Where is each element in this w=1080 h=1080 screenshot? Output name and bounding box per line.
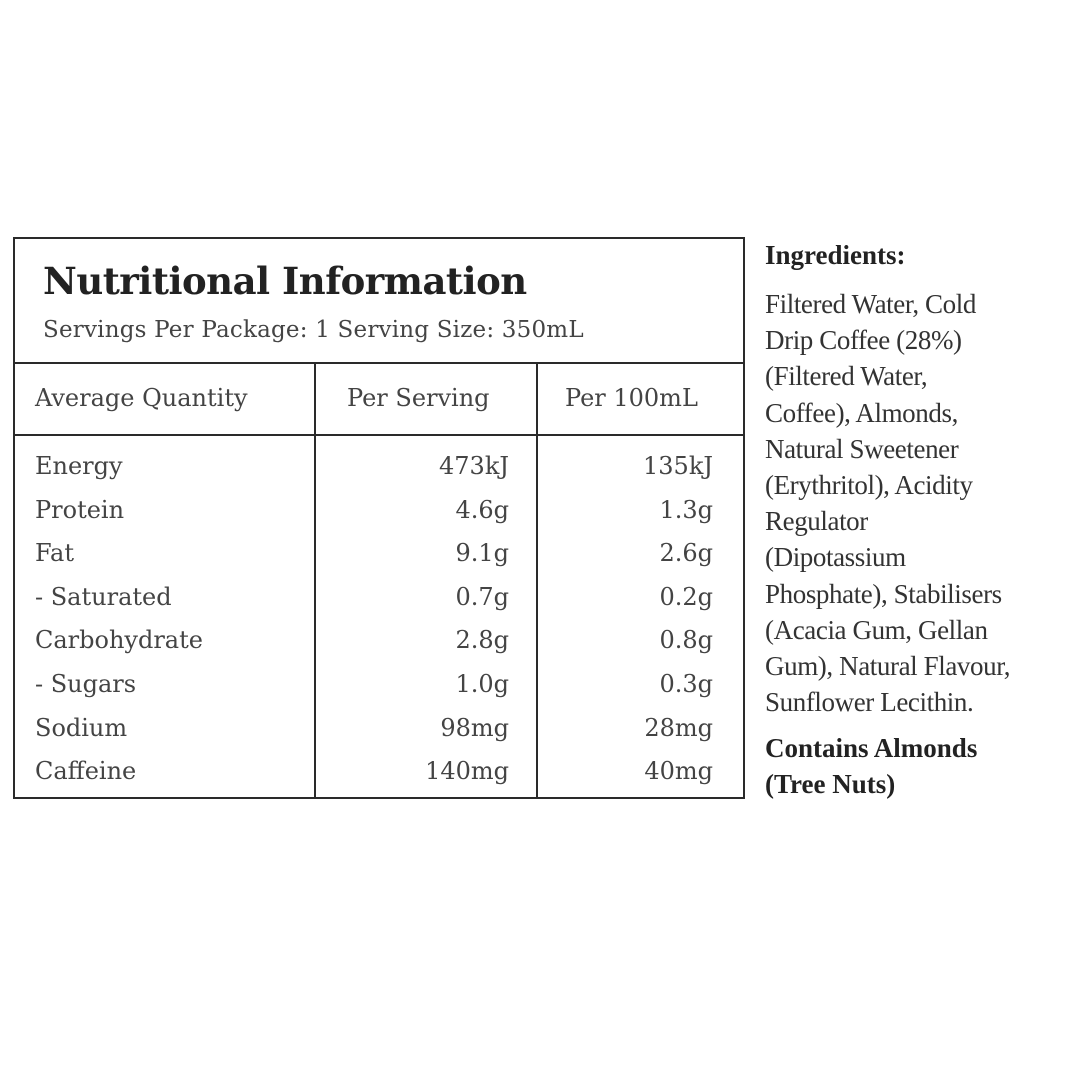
column-header: Per 100mL [565, 384, 698, 412]
divider [15, 434, 743, 436]
per-serving-value: 98mg [440, 713, 509, 742]
column-divider [314, 364, 316, 797]
ingredient-line: (Erythritol), Acidity [765, 470, 973, 501]
ingredient-line: Regulator [765, 506, 868, 537]
ingredient-line: Gum), Natural Flavour, [765, 651, 1011, 682]
table-row: Fat 9.1g 2.6g [15, 539, 743, 579]
column-header: Average Quantity [35, 384, 248, 412]
table-row: Sodium 98mg 28mg [15, 714, 743, 754]
per-100ml-value: 135kJ [643, 452, 713, 480]
column-header: Per Serving [347, 384, 490, 412]
serving-info: Servings Per Package: 1 Serving Size: 35… [43, 317, 584, 343]
allergen-line: (Tree Nuts) [765, 769, 896, 800]
nutrient-label: - Saturated [35, 582, 172, 611]
per-serving-value: 473kJ [439, 452, 509, 480]
nutrient-label: Caffeine [35, 757, 137, 786]
nutrition-title: Nutritional Information [43, 259, 527, 303]
nutrient-label: Energy [35, 452, 123, 480]
per-100ml-value: 1.3g [659, 495, 713, 524]
ingredient-line: (Acacia Gum, Gellan [765, 614, 988, 645]
ingredients-heading: Ingredients: [765, 240, 906, 270]
per-100ml-value: 2.6g [659, 539, 713, 568]
per-serving-value: 4.6g [455, 495, 509, 524]
ingredient-line: Phosphate), Stabilisers [765, 578, 1002, 609]
per-serving-value: 2.8g [455, 626, 509, 655]
per-serving-value: 9.1g [455, 539, 509, 568]
nutrient-label: - Sugars [35, 670, 137, 698]
table-row: Caffeine 140mg 40mg [15, 757, 743, 797]
per-100ml-value: 40mg [644, 757, 713, 786]
ingredient-line: Drip Coffee (28%) [765, 325, 962, 356]
table-row: Carbohydrate 2.8g 0.8g [15, 626, 743, 666]
nutrient-label: Sodium [35, 713, 128, 742]
nutrition-panel: Nutritional Information Servings Per Pac… [13, 237, 745, 799]
ingredient-line: Filtered Water, Cold [765, 289, 976, 319]
ingredient-line: Sunflower Lecithin. [765, 687, 974, 718]
divider [15, 362, 743, 364]
column-divider [536, 364, 538, 797]
per-serving-value: 0.7g [455, 582, 509, 611]
ingredient-line: Coffee), Almonds, [765, 397, 958, 428]
per-serving-value: 140mg [425, 757, 509, 786]
ingredient-line: Natural Sweetener [765, 433, 959, 464]
nutrient-label: Fat [35, 539, 74, 568]
nutrient-label: Carbohydrate [35, 626, 203, 655]
allergen-line: Contains Almonds [765, 733, 978, 764]
ingredient-line: (Filtered Water, [765, 361, 928, 392]
allergen-statement: Contains Almonds (Tree Nuts) [765, 730, 1065, 802]
per-100ml-value: 0.8g [659, 626, 713, 655]
ingredient-line: (Dipotassium [765, 542, 906, 573]
per-100ml-value: 28mg [644, 713, 713, 742]
per-serving-value: 1.0g [455, 670, 509, 698]
nutrient-label: Protein [35, 495, 125, 524]
ingredients-panel: Ingredients: Filtered Water, Cold Drip Co… [765, 240, 1065, 802]
table-row: - Sugars 1.0g 0.3g [15, 670, 743, 710]
table-row: - Saturated 0.7g 0.2g [15, 583, 743, 623]
table-row: Protein 4.6g 1.3g [15, 496, 743, 536]
per-100ml-value: 0.2g [659, 582, 713, 611]
table-row: Energy 473kJ 135kJ [15, 452, 743, 492]
per-100ml-value: 0.3g [659, 670, 713, 698]
